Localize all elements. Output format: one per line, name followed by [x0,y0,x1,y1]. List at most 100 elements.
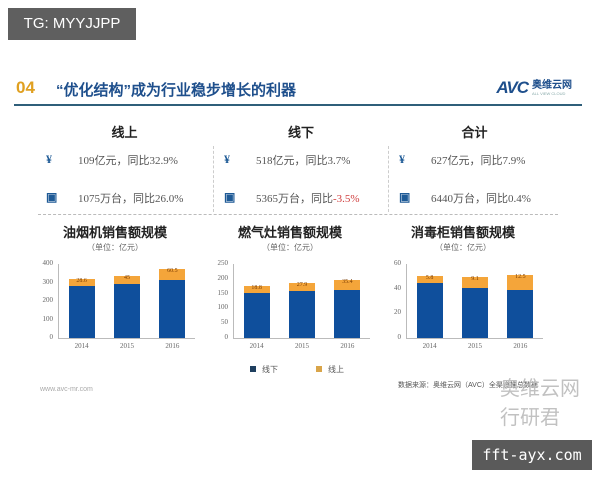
summary-bottom-divider [38,214,558,215]
y-tick-label: 200 [42,296,54,304]
bar-segment-online: 12.5 [507,273,534,290]
box-icon: ▣ [46,190,58,204]
y-tick-label: 0 [49,333,54,341]
x-tick-label: 2015 [120,342,134,350]
avc-logo: AVC 奥维云网 ALL VIEW CLOUD [496,78,572,98]
stacked-bar: 12.5 [507,273,534,338]
bar-value-label: 45 [124,275,130,282]
sales-row: ¥ 109亿元，同比32.9% [38,152,211,168]
x-tick-label: 2016 [165,342,180,350]
volume-text: 5365万台，同比-3.5% [256,190,360,206]
x-tick-label: 2014 [422,342,437,350]
chart-title: 油烟机销售额规模 [62,225,167,240]
legend-swatch-offline [250,366,256,372]
bar-value-label: 27.9 [296,281,308,288]
summary-panel: 线上 ¥ 109亿元，同比32.9% ▣ 1075万台，同比26.0% 线下 ¥… [38,122,558,222]
volume-row: ▣ 1075万台，同比26.0% [38,190,211,206]
data-source: 数据来源：奥维云网（AVC）全渠道推总数据 [398,382,538,389]
bar-segment-offline [243,292,270,338]
bar-segment-offline [159,280,186,338]
sales-text: 627亿元，同比7.9% [431,155,526,167]
bar-value-label: 5.8 [425,274,434,281]
y-tick-label: 0 [397,333,402,341]
bar-segment-offline [289,290,315,338]
sales-row: ¥ 518亿元，同比3.7% [216,152,386,168]
summary-title: 线上 [111,125,138,140]
bar-value-label: 18.8 [251,284,262,291]
volume-row: ▣ 5365万台，同比-3.5% [216,190,386,206]
bar-segment-online: 60.5 [159,268,186,281]
stacked-bar: 45 [114,275,140,338]
bar-value-label: 12.5 [515,273,526,280]
y-tick-label: 50 [221,318,228,327]
chart-unit: （单位：亿元） [262,243,318,252]
yen-icon: ¥ [46,152,52,166]
sales-text: 109亿元，同比32.9% [78,155,178,167]
column-divider [213,146,214,212]
volume-negative-value: -3.5% [333,193,360,205]
summary-online: 线上 ¥ 109亿元，同比32.9% ▣ 1075万台，同比26.0% [38,122,211,214]
legend-label: 线下 [262,365,278,374]
y-tick-label: 20 [394,308,401,317]
stacked-bar: 18.8 [243,284,270,338]
tg-badge: TG: MYYJJPP [8,8,136,40]
chart-unit: （单位：亿元） [435,243,491,252]
bar-segment-offline [462,288,488,338]
watermark: 奥维云网 行研君 [500,378,580,429]
bar-segment-online: 35.4 [334,278,361,291]
logo-sub-text: ALL VIEW CLOUD [532,91,566,96]
bar-segment-offline [114,284,140,338]
x-tick-label: 2016 [340,342,355,350]
volume-row: ▣ 6440万台，同比0.4% [391,190,558,206]
stacked-bar: 35.4 [334,278,361,338]
x-tick-label: 2015 [295,342,309,350]
website-url: www.avc-mr.com [40,386,93,393]
bar-value-label: 60.5 [167,268,178,275]
bar-segment-online: 28.6 [68,277,95,286]
summary-title: 合计 [461,125,488,140]
box-icon: ▣ [399,190,411,204]
y-tick-label: 250 [217,259,229,267]
stacked-bar: 60.5 [159,268,186,338]
summary-offline: 线下 ¥ 518亿元，同比3.7% ▣ 5365万台，同比-3.5% [216,122,386,214]
x-tick-label: 2014 [249,342,264,350]
yen-icon: ¥ [399,152,405,166]
chart-unit: （单位：亿元） [87,243,143,252]
volume-text: 6440万台，同比0.4% [431,193,531,205]
y-tick-label: 150 [217,288,229,297]
bar-segment-online: 9.1 [462,275,488,289]
bar-segment-online: 27.9 [289,281,315,291]
section-number: 04 [16,78,35,97]
site-badge: fft-ayx.com [472,440,592,470]
stacked-bar: 27.9 [289,281,315,338]
bar-value-label: 35.4 [342,278,353,285]
chart-gas-stove: 燃气灶销售额规模 （单位：亿元） 0 50 100 150 200 250 2014 18.8… [205,220,375,360]
y-tick-label: 100 [42,314,54,323]
stacked-bar: 9.1 [462,275,488,338]
bar-segment-offline [507,289,534,338]
header-divider [14,104,582,106]
box-icon: ▣ [224,190,236,204]
stacked-bar: 28.6 [68,277,95,338]
legend-swatch-online [316,366,322,372]
chart-plot: 0 50 100 150 200 250 2014 18.8 2015 27.9 2016 35.4 [218,259,370,350]
chart-title: 消毒柜销售额规模 [410,225,515,240]
sales-row: ¥ 627亿元，同比7.9% [391,152,558,168]
legend-label: 线上 [328,365,344,374]
y-tick-label: 40 [394,283,401,292]
sales-text: 518亿元，同比3.7% [256,155,351,167]
summary-total: 合计 ¥ 627亿元，同比7.9% ▣ 6440万台，同比0.4% [391,122,558,214]
column-divider [388,146,389,212]
logo-cn-text: 奥维云网 [532,80,572,91]
bar-value-label: 28.6 [76,277,87,284]
summary-title: 线下 [287,125,314,140]
slide-header: 04 “优化结构”成为行业稳步增长的利器 AVC 奥维云网 ALL VIEW C… [14,76,582,106]
chart-disinfection-cabinet: 消毒柜销售额规模 （单位：亿元） 0 20 40 60 2014 5.8 2015 9.1 20… [378,220,548,360]
bar-segment-offline [68,285,95,338]
bar-segment-online: 45 [114,275,140,285]
y-tick-label: 200 [217,273,229,282]
bar-value-label: 9.1 [471,275,479,282]
yen-icon: ¥ [224,152,230,166]
volume-label: 5365万台，同比 [256,193,333,205]
y-tick-label: 100 [217,303,229,312]
